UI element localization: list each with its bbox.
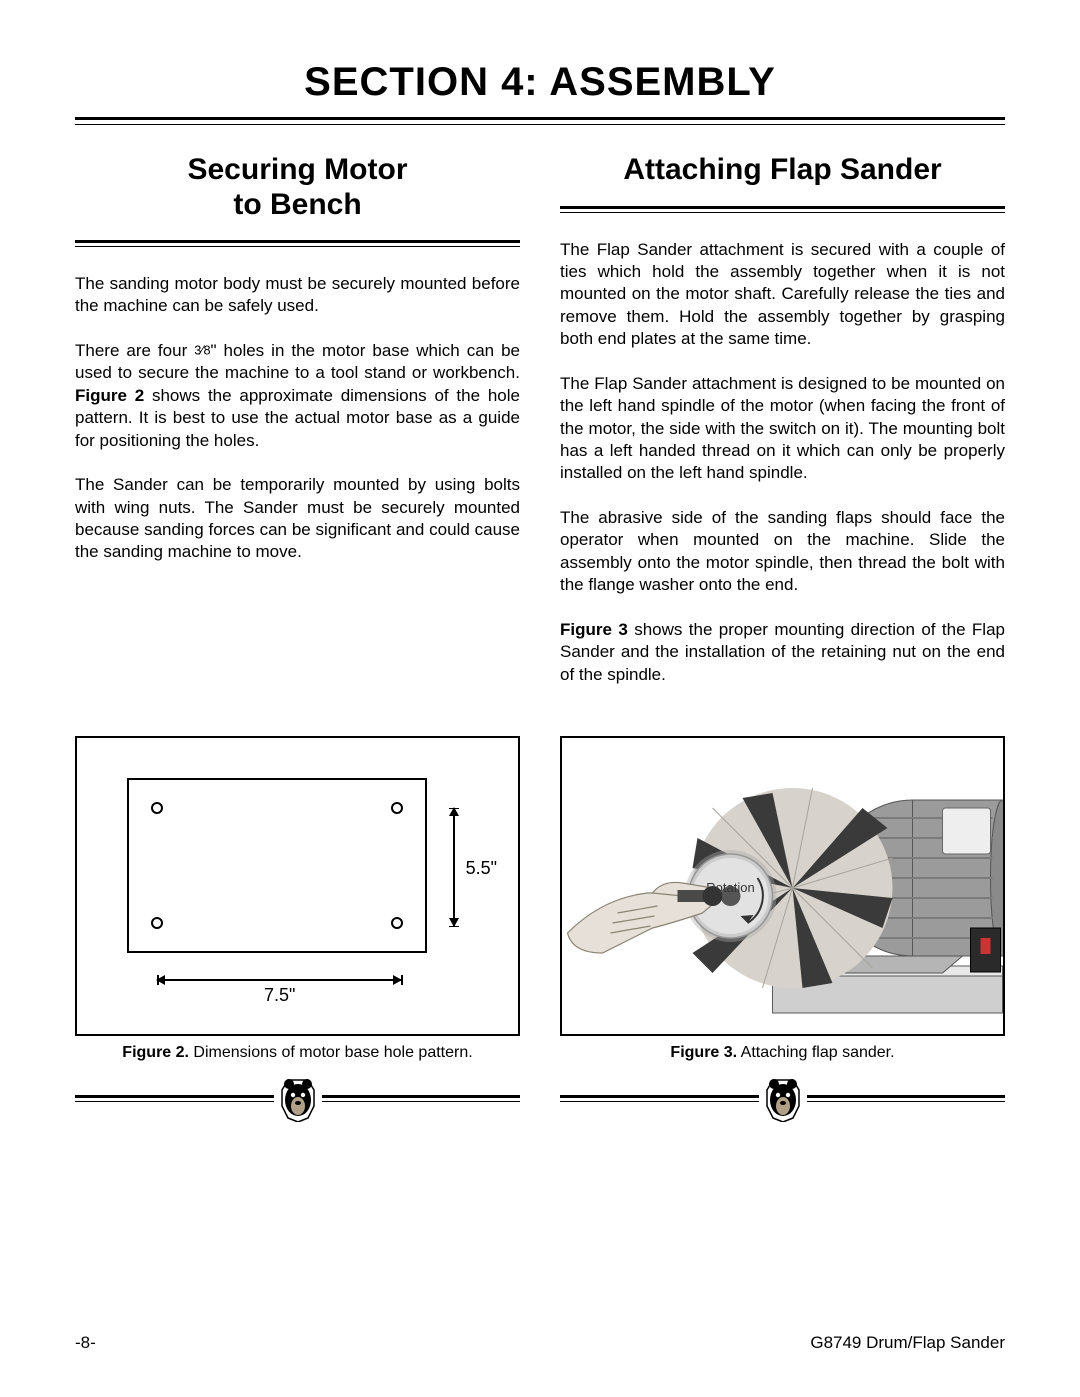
hole-br <box>391 917 403 929</box>
subtitle-line2: to Bench <box>233 188 361 221</box>
left-sub-rule <box>75 240 520 247</box>
figure-3-caption: Figure 3. Attaching flap sander. <box>560 1044 1005 1062</box>
hole-bl <box>151 917 163 929</box>
section-rule <box>75 117 1005 125</box>
figure-2-caption: Figure 2. Dimensions of motor base hole … <box>75 1044 520 1062</box>
right-p4: Figure 3 shows the proper mounting direc… <box>560 619 1005 686</box>
left-column: Securing Motor to Bench The sanding moto… <box>75 153 520 1122</box>
flap-wheel: Rotation <box>689 788 893 988</box>
right-p3: The abrasive side of the sanding flaps s… <box>560 507 1005 597</box>
right-subtitle: Attaching Flap Sander <box>560 153 1005 188</box>
hole-tl <box>151 802 163 814</box>
bear-icon <box>763 1076 803 1122</box>
figure-3-box: Rotation <box>560 736 1005 1036</box>
doc-title: G8749 Drum/Flap Sander <box>810 1333 1005 1353</box>
two-column-layout: Securing Motor to Bench The sanding moto… <box>75 153 1005 1122</box>
bear-icon <box>278 1076 318 1122</box>
dim-v-label: 5.5" <box>466 858 497 879</box>
subtitle-line1: Securing Motor <box>187 153 407 186</box>
figure-2-box: 5.5" 7.5" <box>75 736 520 1036</box>
right-column: Attaching Flap Sander The Flap Sander at… <box>560 153 1005 1122</box>
left-p3: The Sander can be temporarily mounted by… <box>75 474 520 564</box>
left-p1: The sanding motor body must be securely … <box>75 273 520 318</box>
flap-sander-illustration: Rotation <box>562 738 1003 1034</box>
hole-tr <box>391 802 403 814</box>
section-title: SECTION 4: ASSEMBLY <box>75 60 1005 105</box>
dim-h-label: 7.5" <box>264 985 295 1006</box>
right-p1: The Flap Sander attachment is secured wi… <box>560 239 1005 351</box>
left-subtitle: Securing Motor to Bench <box>75 153 520 222</box>
page-footer: -8- G8749 Drum/Flap Sander <box>75 1333 1005 1353</box>
left-p2: There are four 3⁄8" holes in the motor b… <box>75 340 520 452</box>
left-ornament <box>75 1076 520 1122</box>
dim-v-arrow <box>453 808 455 926</box>
motor-base-outline: 5.5" 7.5" <box>127 778 427 953</box>
right-p2: The Flap Sander attachment is designed t… <box>560 373 1005 485</box>
right-sub-rule <box>560 206 1005 213</box>
dim-h-arrow <box>157 979 401 981</box>
right-ornament <box>560 1076 1005 1122</box>
page-number: -8- <box>75 1333 96 1353</box>
